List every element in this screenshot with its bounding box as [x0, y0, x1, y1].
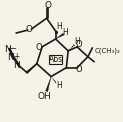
Text: Abs: Abs — [49, 55, 63, 64]
Text: OH: OH — [38, 92, 52, 101]
Text: −: − — [9, 44, 16, 53]
Text: N: N — [13, 61, 20, 70]
Text: N: N — [7, 53, 14, 62]
Text: O: O — [35, 43, 42, 52]
Text: H: H — [74, 37, 80, 46]
Polygon shape — [56, 33, 64, 39]
Text: O: O — [25, 25, 32, 34]
Text: O: O — [76, 65, 82, 74]
Text: +: + — [13, 52, 19, 61]
Text: H: H — [56, 22, 62, 31]
Text: H: H — [56, 81, 62, 90]
Text: N: N — [4, 45, 11, 54]
Text: O: O — [76, 40, 82, 49]
Text: C(CH₃)₂: C(CH₃)₂ — [95, 48, 121, 54]
Polygon shape — [46, 76, 51, 92]
Polygon shape — [26, 64, 37, 74]
Text: H: H — [63, 28, 68, 37]
Text: O: O — [45, 1, 52, 10]
FancyBboxPatch shape — [49, 55, 62, 64]
